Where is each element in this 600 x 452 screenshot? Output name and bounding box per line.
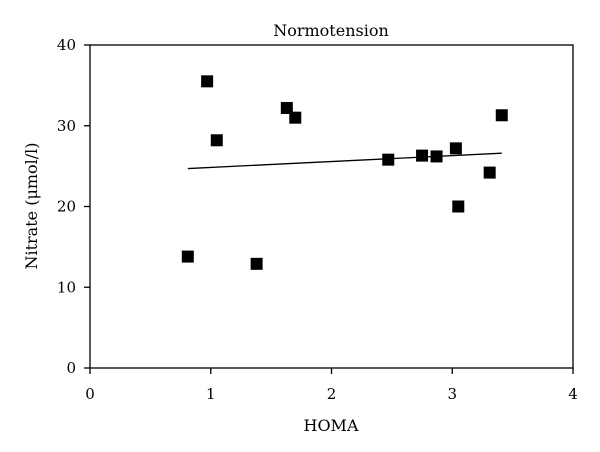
trendline-group <box>187 152 502 170</box>
x-tick-label: 3 <box>447 385 457 403</box>
trendline <box>187 152 502 170</box>
data-point <box>181 250 194 263</box>
data-point <box>452 200 465 213</box>
plot-area-frame <box>89 44 574 369</box>
data-point <box>483 166 496 179</box>
data-point <box>280 101 293 114</box>
data-point <box>430 150 443 163</box>
data-point <box>289 111 302 124</box>
data-points <box>181 75 508 270</box>
data-point <box>495 109 508 122</box>
y-axis-title: Nitrate (μmol/l) <box>22 142 41 269</box>
y-tick-label: 20 <box>57 198 76 216</box>
data-point <box>449 142 462 155</box>
x-tick-label: 0 <box>85 385 95 403</box>
data-point <box>416 149 429 162</box>
x-tick-label: 4 <box>568 385 578 403</box>
y-tick-label: 0 <box>66 359 76 377</box>
y-tick-label: 30 <box>57 117 76 135</box>
y-tick-label: 40 <box>57 36 76 54</box>
x-tick-label: 1 <box>206 385 216 403</box>
data-point <box>201 75 214 88</box>
chart-title: Normotension <box>273 21 389 40</box>
x-tick-label: 2 <box>327 385 337 403</box>
y-tick-label: 10 <box>57 278 76 296</box>
data-point <box>250 257 263 270</box>
x-axis-title: HOMA <box>303 416 358 435</box>
data-point <box>382 153 395 166</box>
data-point <box>210 134 223 147</box>
